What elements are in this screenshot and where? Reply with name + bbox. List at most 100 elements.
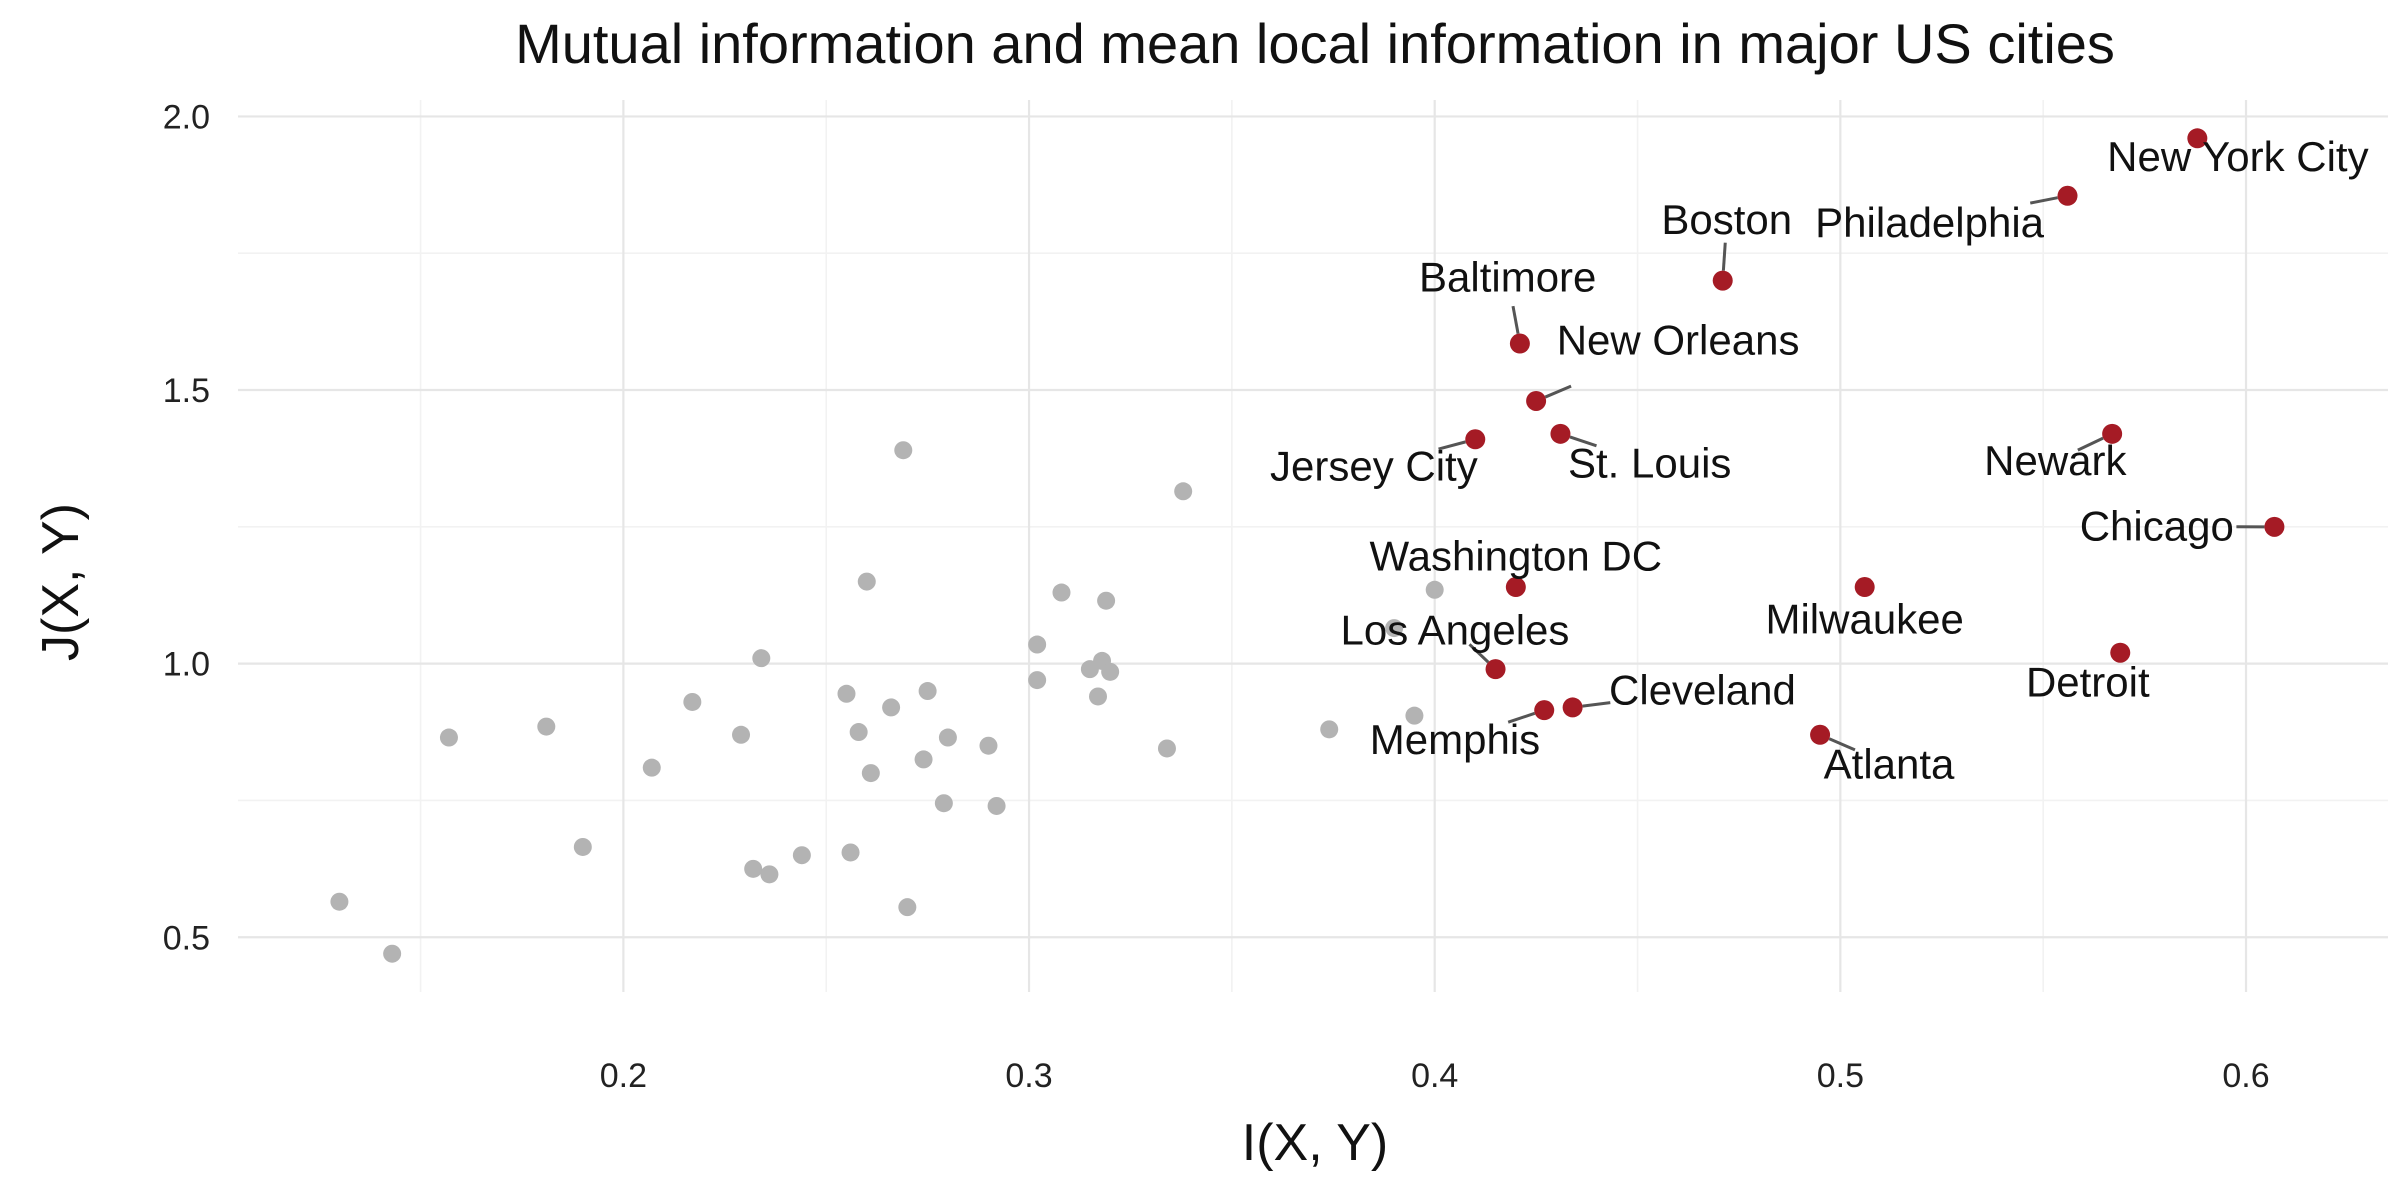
- highlighted-city-point: [1562, 697, 1583, 718]
- highlighted-city-point: [1712, 270, 1733, 291]
- city-point: [1174, 482, 1193, 501]
- city-label: Philadelphia: [1815, 199, 2044, 246]
- city-label: St. Louis: [1568, 440, 1731, 487]
- city-point: [938, 728, 957, 747]
- city-point: [1052, 583, 1071, 602]
- city-point: [934, 794, 953, 813]
- city-label: Washington DC: [1370, 533, 1663, 580]
- leader-line: [1544, 384, 1572, 399]
- leader-line: [1468, 643, 1490, 664]
- highlighted-city-point: [2187, 128, 2208, 149]
- highlighted-city-point: [1550, 423, 1571, 444]
- city-point: [792, 846, 811, 865]
- city-point: [439, 728, 458, 747]
- city-point: [914, 750, 933, 769]
- leader-line: [1582, 701, 1611, 708]
- highlighted-city-point: [2102, 423, 2123, 444]
- city-point: [898, 898, 917, 917]
- city-label: Newark: [1984, 437, 2127, 484]
- x-tick-label: 0.3: [1005, 1057, 1052, 1095]
- city-point: [1101, 662, 1120, 681]
- city-labels: New York City Philadelphia Boston Baltimore…: [1270, 133, 2369, 787]
- y-tick-label: 2.0: [163, 98, 210, 136]
- city-label: Jersey City: [1270, 442, 1478, 489]
- tick-labels: 0.2 0.3 0.4 0.5 0.6 0.5 1.0 1.5 2.0: [163, 98, 2270, 1095]
- highlighted-city-point: [1526, 390, 1547, 411]
- city-label: Milwaukee: [1765, 596, 1963, 643]
- city-point: [744, 859, 763, 878]
- city-point: [537, 717, 556, 736]
- highlighted-city-point: [2057, 185, 2078, 206]
- city-label: Memphis: [1370, 716, 1540, 763]
- city-point: [1320, 720, 1339, 739]
- city-point: [1097, 591, 1116, 610]
- highlighted-city-point: [2110, 642, 2131, 663]
- city-point: [1157, 739, 1176, 758]
- city-point: [841, 843, 860, 862]
- highlighted-city-point: [1509, 333, 1530, 354]
- y-axis-title: J(X, Y): [32, 503, 90, 661]
- y-tick-label: 0.5: [163, 919, 210, 957]
- highlighted-city-point: [1810, 724, 1831, 745]
- city-point: [752, 649, 771, 668]
- city-point: [383, 944, 402, 963]
- city-point: [1089, 687, 1107, 706]
- leader-lines: [1438, 196, 2265, 752]
- grid: [238, 100, 2388, 992]
- leader-line: [1828, 737, 1856, 752]
- city-label: Detroit: [2026, 658, 2150, 705]
- city-label: New York City: [2107, 133, 2368, 180]
- city-label: Baltimore: [1419, 254, 1596, 301]
- leader-line: [1721, 242, 1727, 271]
- city-label: New Orleans: [1557, 316, 1800, 363]
- leader-line: [2077, 436, 2104, 452]
- city-point: [1385, 619, 1404, 638]
- city-point: [849, 723, 868, 742]
- x-tick-label: 0.4: [1411, 1057, 1458, 1095]
- city-label: Chicago: [2080, 503, 2234, 550]
- highlighted-city-point: [2264, 516, 2285, 537]
- leader-line: [1569, 435, 1597, 448]
- city-point: [837, 684, 856, 703]
- leader-line: [1507, 711, 1536, 724]
- highlighted-city-point: [1854, 577, 1875, 598]
- city-point: [918, 682, 937, 701]
- city-label: Cleveland: [1609, 667, 1796, 714]
- x-axis-title: I(X, Y): [1242, 1114, 1388, 1172]
- city-point: [330, 892, 349, 911]
- leader-line: [1511, 305, 1520, 334]
- city-point: [683, 692, 702, 711]
- leader-line: [2029, 196, 2059, 205]
- y-tick-label: 1.0: [163, 646, 210, 684]
- y-tick-label: 1.5: [163, 372, 210, 410]
- city-point: [857, 572, 876, 591]
- city-label: Los Angeles: [1341, 607, 1570, 654]
- highlighted-city-point: [1505, 577, 1526, 598]
- city-label: Atlanta: [1824, 741, 1955, 788]
- data-points: [330, 128, 2285, 963]
- highlighted-city-point: [1534, 700, 1555, 721]
- highlighted-city-point: [1465, 429, 1486, 450]
- city-point: [861, 764, 880, 783]
- highlighted-city-point: [1485, 659, 1506, 680]
- city-point: [1028, 671, 1047, 690]
- city-point: [979, 736, 998, 755]
- x-tick-label: 0.2: [600, 1057, 647, 1095]
- city-point: [1425, 580, 1444, 599]
- city-point: [642, 758, 661, 777]
- city-point: [760, 865, 779, 884]
- city-label: Boston: [1661, 196, 1792, 243]
- city-point: [894, 441, 913, 460]
- city-point: [882, 698, 901, 717]
- x-tick-label: 0.5: [1817, 1057, 1864, 1095]
- city-point: [987, 796, 1006, 815]
- city-point: [1028, 635, 1047, 654]
- city-point: [1405, 706, 1424, 725]
- x-tick-label: 0.6: [2222, 1057, 2269, 1095]
- city-point: [732, 725, 751, 744]
- chart-title: Mutual information and mean local inform…: [515, 12, 2115, 75]
- leader-line: [1438, 440, 1466, 451]
- city-point: [573, 837, 592, 856]
